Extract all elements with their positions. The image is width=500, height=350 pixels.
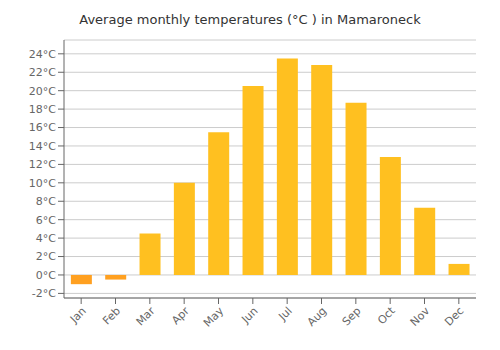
svg-text:14°C: 14°C	[29, 140, 56, 153]
svg-text:0°C: 0°C	[36, 269, 56, 282]
svg-text:Jul: Jul	[276, 304, 295, 323]
svg-text:6°C: 6°C	[36, 214, 56, 227]
svg-text:Nov: Nov	[408, 304, 433, 329]
svg-text:24°C: 24°C	[29, 48, 56, 61]
svg-text:8°C: 8°C	[36, 195, 56, 208]
svg-text:-2°C: -2°C	[32, 287, 56, 300]
svg-text:Apr: Apr	[169, 304, 192, 327]
svg-text:Oct: Oct	[375, 304, 398, 327]
svg-text:May: May	[201, 304, 227, 330]
svg-text:Sep: Sep	[340, 304, 364, 328]
svg-text:12°C: 12°C	[29, 158, 56, 171]
svg-text:Mar: Mar	[134, 304, 158, 328]
svg-text:Dec: Dec	[442, 304, 466, 328]
html-text:Average monthly temperatures (: Average monthly temperatures (°C ) in Ma…	[79, 12, 421, 27]
svg-text:20°C: 20°C	[29, 85, 56, 98]
svg-text:2°C: 2°C	[36, 250, 56, 263]
svg-text:Jan: Jan	[67, 304, 89, 326]
svg-text:16°C: 16°C	[29, 121, 56, 134]
svg-text:Aug: Aug	[305, 304, 329, 328]
svg-text:18°C: 18°C	[29, 103, 56, 116]
svg-text:Jun: Jun	[238, 304, 260, 326]
svg-text:Feb: Feb	[100, 304, 123, 327]
svg-text:10°C: 10°C	[29, 177, 56, 190]
svg-text:22°C: 22°C	[29, 66, 56, 79]
svg-text:4°C: 4°C	[36, 232, 56, 245]
